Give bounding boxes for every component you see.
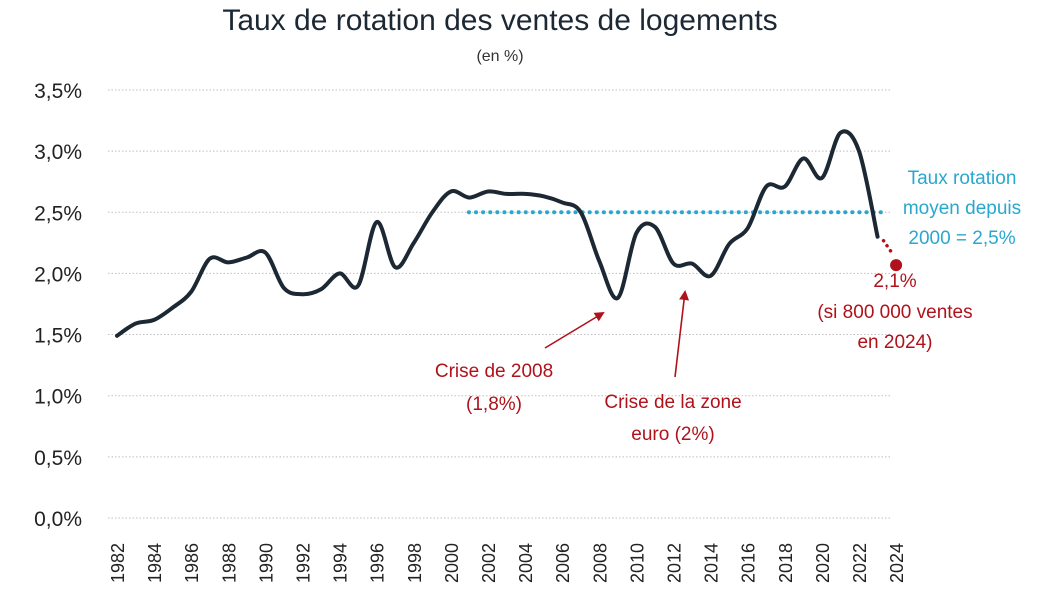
y-tick-label: 3,5% [34,80,82,103]
arrow-crisis-euro [674,290,690,378]
x-tick-label: 2000 [442,543,462,583]
annotation-crisis-euro-line-2: euro (2%) [631,424,714,445]
annotation-projection: 2,1% (si 800 000 ventes en 2024) [817,271,972,353]
x-tick-label: 2018 [776,543,796,583]
annotation-crisis-euro-line-1: Crise de la zone [604,392,741,413]
annotation-crisis-euro: Crise de la zone euro (2%) [604,290,742,445]
arrow-crisis-2008 [544,311,605,349]
x-tick-label: 2022 [850,543,870,583]
x-tick-label: 2014 [702,543,722,583]
x-tick-label: 2016 [739,543,759,583]
annotation-crisis-2008-line-1: Crise de 2008 [435,361,553,382]
annotation-average-line-3: 2000 = 2,5% [908,228,1015,249]
x-tick-label: 1984 [145,543,165,583]
y-axis-ticks: 0,0% 0,5% 1,0% 1,5% 2,0% 2,5% 3,0% 3,5% [34,80,82,531]
annotation-projection-line-2: (si 800 000 ventes [817,302,972,323]
annotation-crisis-2008-line-2: (1,8%) [466,394,522,415]
annotation-crisis-2008: Crise de 2008 (1,8%) [435,311,605,415]
x-tick-label: 2020 [813,543,833,583]
chart-title: Taux de rotation des ventes de logements [222,4,777,37]
x-tick-label: 1992 [294,543,314,583]
x-tick-label: 2002 [479,543,499,583]
y-tick-label: 2,0% [34,263,82,286]
x-tick-label: 1996 [368,543,388,583]
x-tick-label: 2012 [665,543,685,583]
annotation-projection-line-1: 2,1% [873,271,916,292]
x-tick-label: 1982 [108,543,128,583]
x-tick-label: 2024 [887,543,907,583]
series-line-rotation [115,129,880,338]
y-tick-label: 0,0% [34,508,82,531]
annotation-average-line-2: moyen depuis [903,198,1021,219]
x-tick-label: 2010 [627,543,647,583]
y-tick-label: 2,5% [34,202,82,225]
projection-line [881,238,894,255]
annotation-average-line-1: Taux rotation [908,168,1017,189]
y-tick-label: 1,5% [34,325,82,348]
x-tick-label: 1998 [405,543,425,583]
x-axis-ticks: 1982 1984 1986 1988 1990 1992 1994 1996 1998 2000… [108,543,907,583]
x-tick-label: 1994 [331,543,351,583]
y-tick-label: 1,0% [34,386,82,409]
x-tick-label: 1988 [219,543,239,583]
x-tick-label: 2006 [553,543,573,583]
projection-point-2024 [890,259,903,272]
annotation-average: Taux rotation moyen depuis 2000 = 2,5% [903,168,1021,249]
chart-subtitle: (en %) [476,48,523,65]
x-tick-label: 1990 [256,543,276,583]
y-tick-label: 3,0% [34,141,82,164]
annotation-projection-line-3: en 2024) [857,332,932,353]
y-tick-label: 0,5% [34,447,82,470]
x-tick-label: 1986 [182,543,202,583]
x-tick-label: 2004 [516,543,536,583]
grid [108,89,890,519]
x-tick-label: 2008 [590,543,610,583]
